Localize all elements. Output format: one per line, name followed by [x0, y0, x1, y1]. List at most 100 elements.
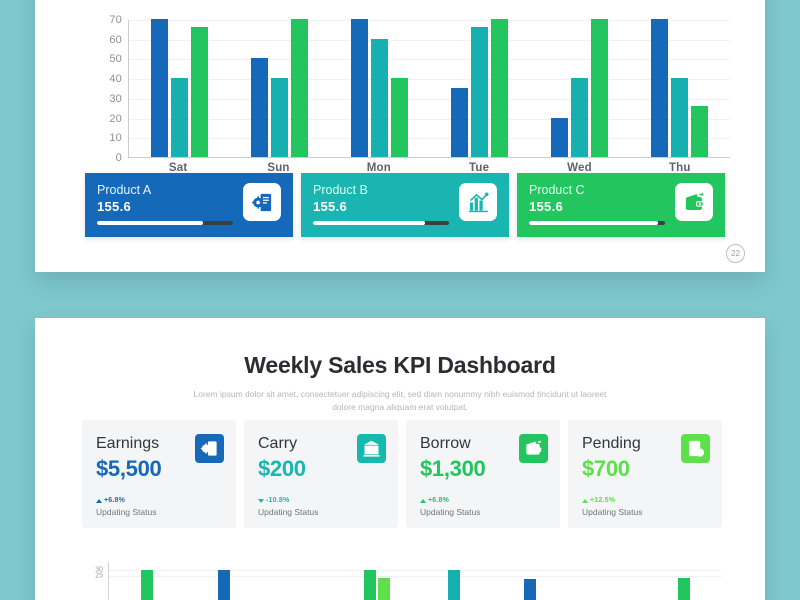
wallet-icon	[675, 183, 713, 221]
chart-top-bar	[170, 78, 188, 157]
chart-top-bar	[250, 58, 268, 157]
product-card-value: 155.6	[529, 199, 564, 214]
chart-top-bar	[390, 78, 408, 157]
chart-bottom-bar	[378, 577, 391, 600]
product-card[interactable]: Product C 155.6	[517, 173, 725, 237]
kpi-card[interactable]: Carry $200 -10.8% Updating Status	[244, 420, 398, 528]
chart-bottom-bar	[141, 570, 154, 600]
chart-top-bar	[691, 105, 709, 157]
page-subtitle: Lorem ipsum dolor sit amet, consectetuer…	[193, 389, 607, 412]
product-progress-bar	[313, 221, 449, 225]
kpi-card[interactable]: Borrow $1,300 +6.8% Updating Status	[406, 420, 560, 528]
chart-top-bar	[491, 19, 509, 157]
chart-top-gridline	[129, 39, 730, 41]
product-card[interactable]: Product A 155.6	[85, 173, 293, 237]
trend-up-icon	[96, 498, 102, 503]
trend-up-icon	[420, 498, 426, 503]
chart-bottom-group	[492, 562, 569, 600]
chart-top-gridline	[129, 138, 730, 140]
kpi-card-name: Earnings	[96, 435, 160, 452]
chart-bottom-y-axis: 25 30	[82, 562, 106, 600]
chart-top-gridline	[129, 59, 730, 61]
chart-top-y-tick: 0	[115, 152, 122, 164]
chart-top-y-tick: 50	[109, 53, 122, 66]
kpi-delta: +6.8%	[420, 497, 480, 504]
chart-top-group-sat	[129, 19, 229, 157]
chart-top-gridline	[129, 20, 730, 21]
kpi-delta-value: +12.5%	[590, 497, 616, 504]
chart-bottom-bar	[677, 577, 690, 600]
chart-top-gridline	[129, 98, 730, 100]
kpi-delta: +12.5%	[582, 497, 642, 504]
chart-top-bar	[451, 88, 469, 157]
chart-bottom-group	[262, 562, 339, 600]
chart-analytics-icon	[459, 183, 497, 221]
chart-top-x-label: Wed	[567, 162, 592, 174]
kpi-card-name: Borrow	[420, 435, 471, 452]
chart-top-y-tick: 40	[109, 73, 122, 86]
kpi-delta: +6.8%	[96, 497, 156, 504]
chart-top-y-tick: 30	[109, 92, 122, 105]
product-card[interactable]: Product B 155.6	[301, 173, 509, 237]
kpi-delta-value: +6.8%	[104, 497, 126, 504]
chart-top-bar	[671, 78, 689, 157]
weekly-bar-chart-top: 0 10 20 30 40 50 60 70 Sat Sun Mon Tue Wed Thu	[90, 14, 730, 174]
chart-top-bar	[190, 26, 208, 157]
chart-top-bar	[571, 78, 589, 157]
chart-top-group-wed	[530, 19, 630, 157]
chart-top-bar	[471, 26, 489, 157]
document-gear-icon	[195, 434, 224, 463]
chart-bottom-y-tick: 30	[95, 566, 103, 574]
product-card-value: 155.6	[97, 199, 132, 214]
kpi-delta-value: +6.8%	[428, 497, 450, 504]
bank-building-icon	[357, 434, 386, 463]
product-progress-bar	[97, 221, 233, 225]
product-card-title: Product B	[313, 183, 368, 197]
chart-top-plot-area	[128, 19, 730, 158]
chart-top-x-label: Sun	[267, 162, 290, 174]
chart-bottom-group	[416, 562, 493, 600]
chart-top-group-tue	[430, 19, 530, 157]
chart-bottom-bar-groups	[109, 562, 722, 600]
chart-bottom-gridline	[109, 570, 722, 571]
chart-top-y-tick: 70	[109, 14, 122, 26]
product-card-title: Product C	[529, 183, 585, 197]
weekly-bar-chart-bottom: 25 30	[82, 562, 722, 600]
chart-top-x-axis: Sat Sun Mon Tue Wed Thu	[128, 162, 730, 174]
product-card-title: Product A	[97, 183, 152, 197]
chart-top-bar	[551, 117, 569, 157]
chart-top-y-tick: 10	[109, 132, 122, 145]
kpi-card-amount: $700	[582, 456, 630, 481]
chart-top-y-tick: 60	[109, 33, 122, 46]
wallet-icon	[519, 434, 548, 463]
kpi-card-amount: $1,300	[420, 456, 486, 481]
kpi-status-label: Updating Status	[420, 507, 481, 517]
chart-top-x-label: Thu	[668, 162, 691, 174]
chart-bottom-group	[645, 562, 722, 600]
kpi-card-name: Carry	[258, 435, 298, 452]
chart-top-bar	[651, 19, 669, 157]
product-card-row: Product A 155.6 Product B 155.6 Product C 155…	[85, 173, 725, 237]
chart-top-x-label: Tue	[469, 162, 490, 174]
kpi-card[interactable]: Earnings $5,500 +6.8% Updating Status	[82, 420, 236, 528]
chart-bottom-group	[109, 562, 186, 600]
product-progress-bar	[529, 221, 665, 225]
chart-top-bar	[350, 19, 368, 157]
document-gear-icon	[243, 183, 281, 221]
kpi-delta-value: -10.8%	[266, 497, 290, 504]
chart-top-gridline	[129, 79, 730, 81]
chart-top-bar	[370, 38, 388, 157]
slide-two-card: Weekly Sales KPI Dashboard Lorem ipsum d…	[35, 318, 765, 600]
page-title: Weekly Sales KPI Dashboard	[244, 352, 556, 378]
chart-bottom-bar	[217, 570, 230, 600]
chart-bottom-y-tick: 25	[95, 572, 103, 580]
chart-top-group-sun	[229, 19, 329, 157]
trend-down-icon	[258, 498, 264, 503]
kpi-card-amount: $5,500	[96, 456, 162, 481]
kpi-card[interactable]: Pending $700 +12.5% Updating Status	[568, 420, 722, 528]
chart-top-y-tick: 20	[109, 112, 122, 125]
kpi-status-label: Updating Status	[96, 507, 157, 517]
chart-bottom-group	[569, 562, 646, 600]
kpi-delta: -10.8%	[258, 497, 318, 504]
chart-top-x-label: Mon	[366, 162, 391, 174]
